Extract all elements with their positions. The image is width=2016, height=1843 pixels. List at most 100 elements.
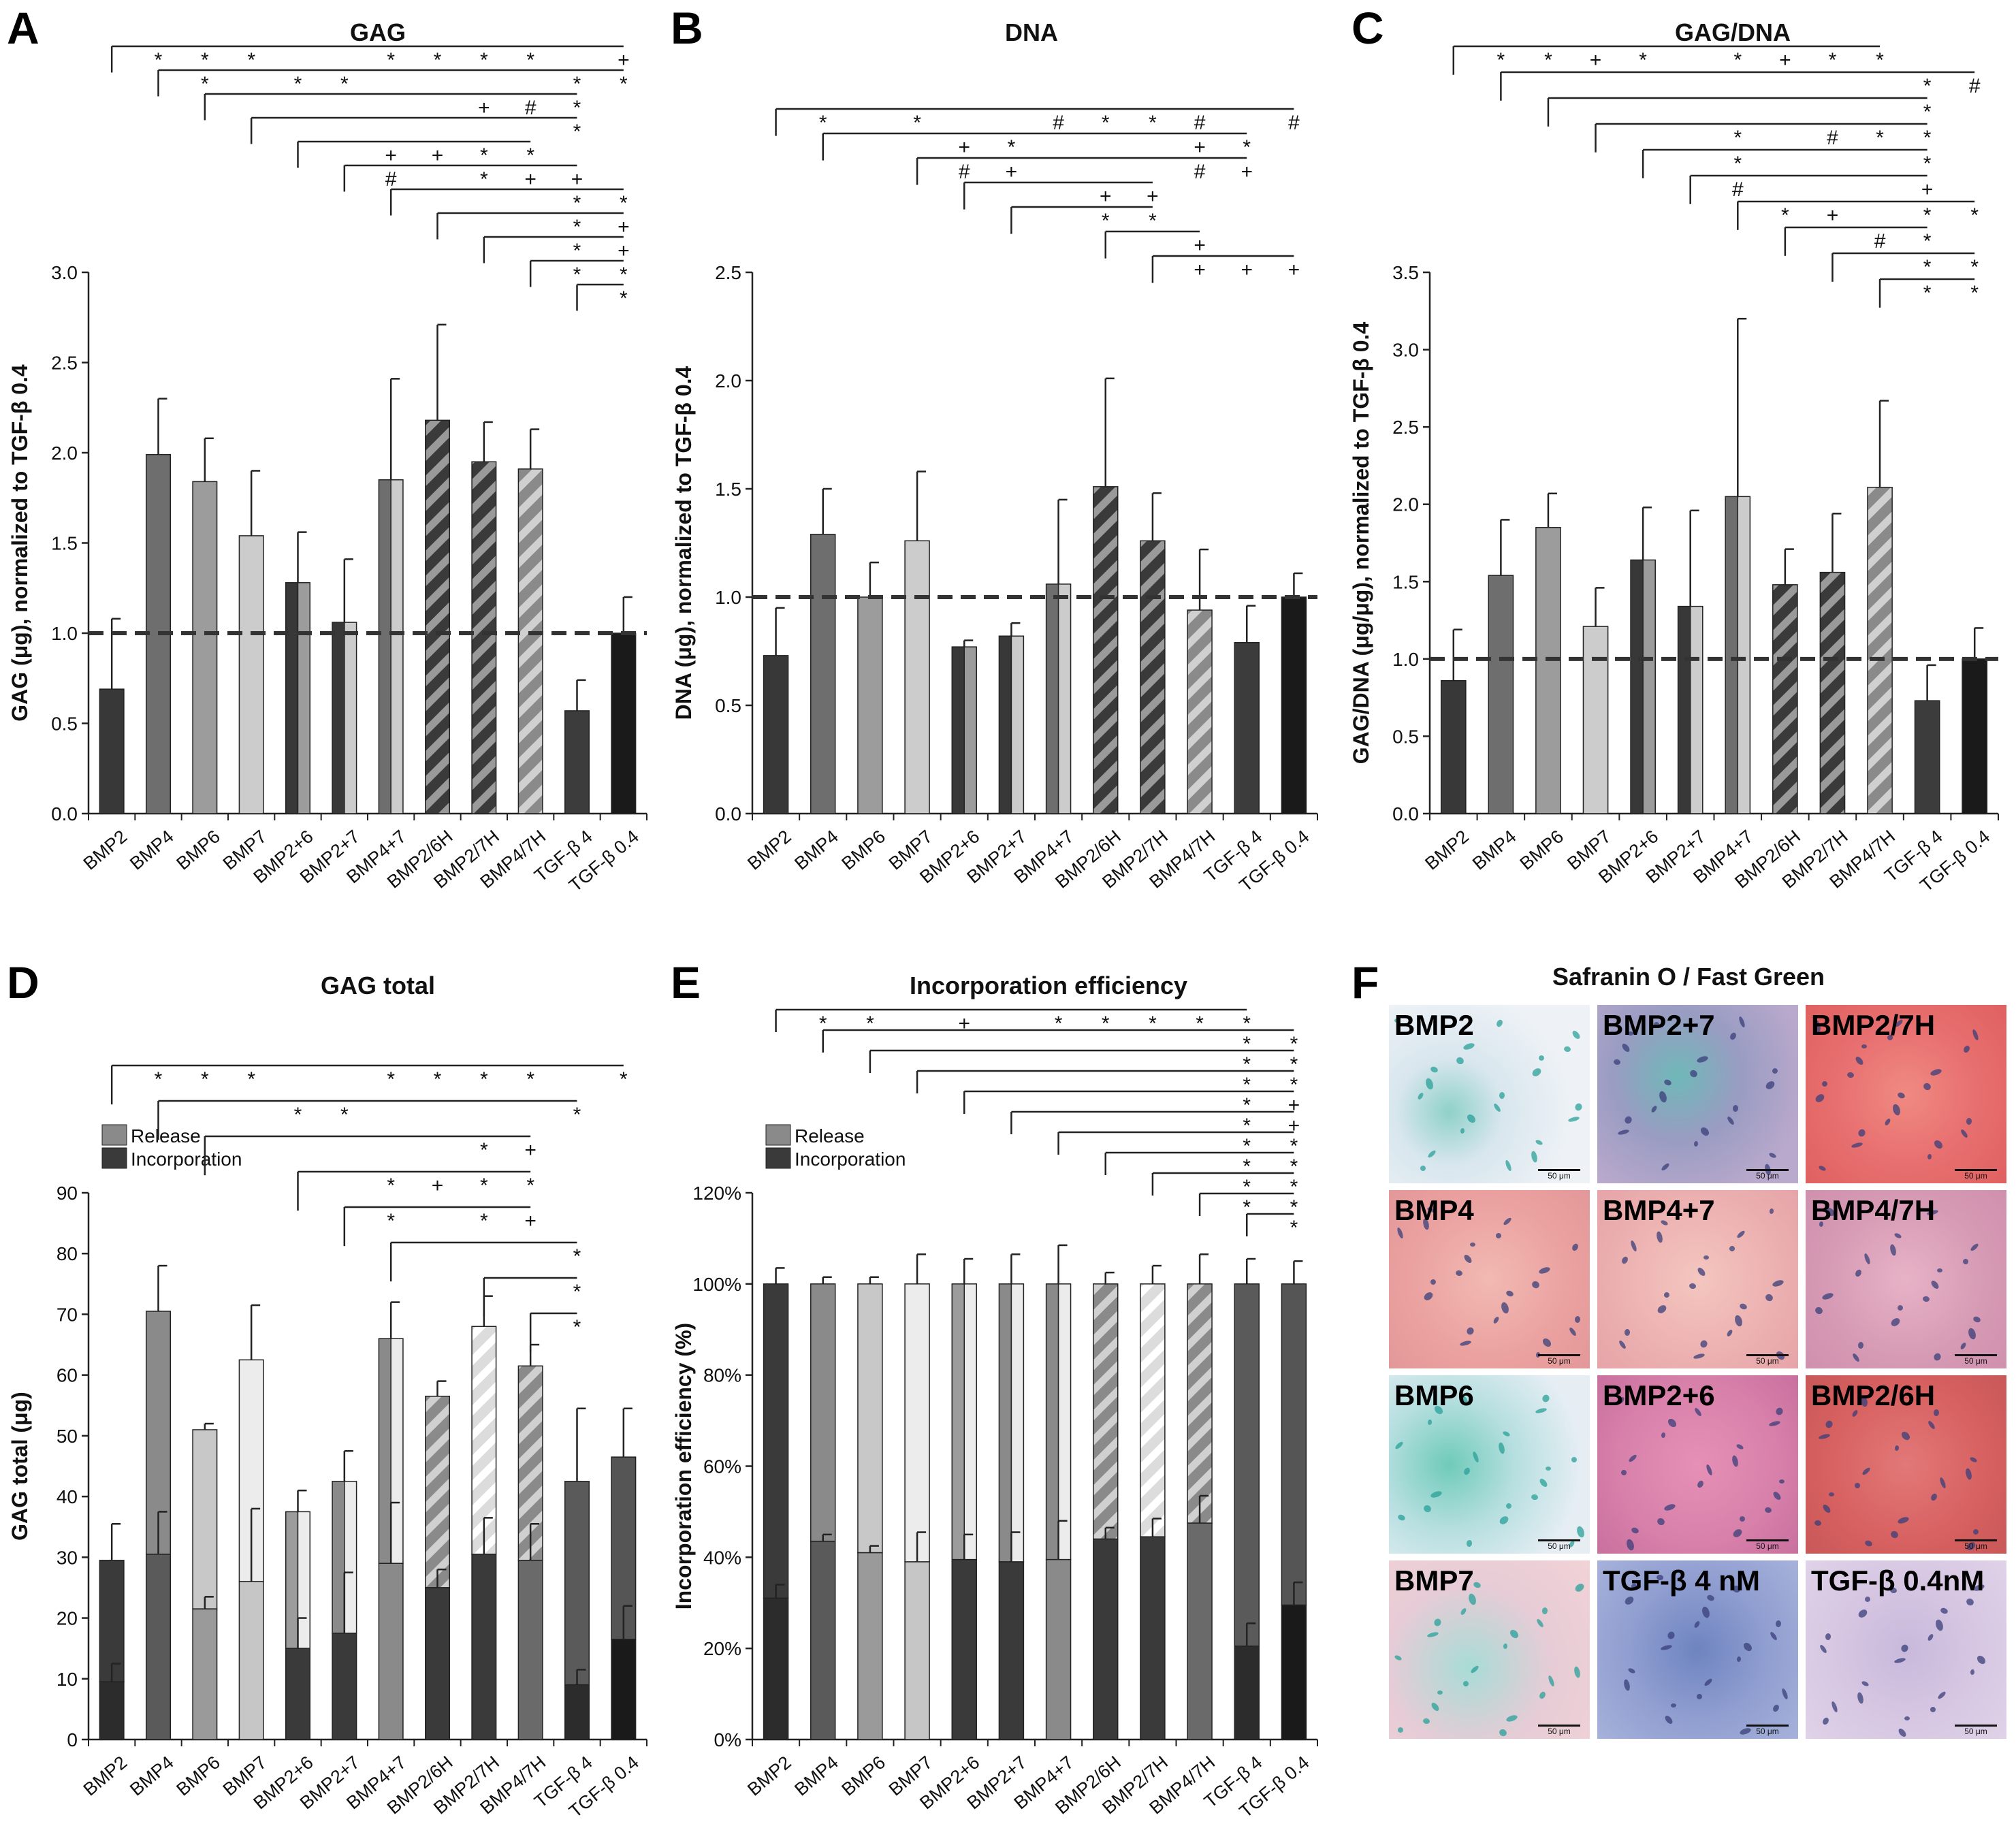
- chart-c-sig-mark: +: [1590, 49, 1602, 71]
- scale-bar-label: 50 μm: [1964, 1727, 1987, 1736]
- chart-c-sig-mark: *: [1876, 49, 1884, 71]
- chart-d-ytick-label: 10: [57, 1669, 78, 1690]
- chart-a-sig-mark: *: [620, 263, 628, 286]
- histology-tile-label: BMP2+6: [1603, 1379, 1715, 1411]
- chart-c-sig-mark: *: [1733, 153, 1742, 175]
- scale-bar-label: 50 μm: [1548, 1727, 1571, 1736]
- chart-a-sig-mark: +: [618, 49, 630, 71]
- chart-d-bar-release: [564, 1481, 590, 1686]
- chart-c-sig-mark: *: [1923, 204, 1932, 227]
- scale-bar: [1538, 1725, 1580, 1727]
- cell-nucleus: [1394, 1019, 1400, 1023]
- chart-a-sig-mark: *: [526, 144, 534, 167]
- chart-a-sig-mark: *: [294, 73, 302, 95]
- chart-b-bar: [810, 534, 836, 814]
- chart-b-sig-mark: #: [1288, 112, 1300, 134]
- panel-label-e: E: [671, 957, 701, 1008]
- chart-d-sig-mark: +: [432, 1174, 444, 1197]
- chart-d-sig-mark: *: [387, 1068, 395, 1091]
- chart-b-bar-left: [998, 635, 1012, 814]
- chart-c-bar-right: [1737, 496, 1751, 814]
- chart-c-bar: [1962, 658, 1988, 814]
- chart-e-ylabel: Incorporation efficiency (%): [671, 1323, 696, 1609]
- chart-e-legend-release: Release: [795, 1125, 865, 1147]
- chart-d-bar-release: [424, 1396, 451, 1588]
- chart-b-sig-mark: *: [1008, 136, 1016, 159]
- chart-a-sig-mark: *: [526, 49, 534, 71]
- scale-bar: [1955, 1725, 1997, 1727]
- chart-c-bar: [1914, 700, 1940, 814]
- chart-b-ytick-label: 2.0: [715, 370, 741, 391]
- chart-e-bar-release-left: [951, 1283, 965, 1560]
- chart-a-sig-mark: *: [620, 73, 628, 95]
- chart-d-bar-release-left: [285, 1511, 299, 1649]
- chart-e-sig-mark: *: [1243, 1074, 1251, 1096]
- histology-tile: BMP6 50 μm: [1389, 1375, 1590, 1554]
- scale-bar: [1538, 1539, 1580, 1541]
- chart-d-sig-mark: *: [434, 1068, 442, 1091]
- chart-b-ytick-label: 1.0: [715, 587, 741, 608]
- chart-d-sig-mark: *: [480, 1068, 488, 1091]
- chart-b-bar: [857, 596, 883, 814]
- chart-d-xlabel: BMP2: [80, 1752, 131, 1799]
- chart-d-sig-mark: *: [573, 1245, 581, 1268]
- chart-c-sig-mark: *: [1733, 49, 1742, 71]
- chart-e-bar-incorporation: [810, 1541, 836, 1740]
- chart-e-sig-mark: *: [1243, 1033, 1251, 1055]
- chart-c-sig-mark: *: [1923, 101, 1932, 123]
- chart-a-ylabel: GAG (μg), normalized to TGF-β 0.4: [7, 364, 32, 722]
- chart-e-legend-incorporation: Incorporation: [795, 1149, 906, 1170]
- chart-b-bar-right: [1010, 635, 1025, 814]
- chart-e-legend-swatch-release: [765, 1124, 791, 1146]
- chart-a-sig-mark: *: [573, 216, 581, 238]
- chart-d-xlabel: BMP6: [172, 1752, 224, 1799]
- chart-c-ylabel: GAG/DNA (μg/μg), normalized to TGF-β 0.4: [1349, 322, 1373, 765]
- chart-d-title: GAG total: [321, 972, 435, 999]
- chart-e-sig-mark: *: [1290, 1074, 1298, 1096]
- chart-a-sig-mark: *: [247, 49, 255, 71]
- chart-b-sig-mark: *: [1243, 136, 1251, 159]
- chart-d-sig-mark: *: [573, 1104, 581, 1126]
- chart-b-sig-mark: +: [1194, 234, 1206, 257]
- chart-e-ytick-label: 100%: [692, 1274, 741, 1295]
- histology-stain-image: [1597, 1560, 1798, 1739]
- chart-d-bar-incorporation: [517, 1560, 543, 1740]
- chart-c-sig-mark: *: [1970, 256, 1979, 278]
- chart-a-sig-mark: +: [478, 97, 490, 119]
- chart-d-legend-incorporation: Incorporation: [131, 1149, 242, 1170]
- chart-c-sig-mark: *: [1923, 256, 1932, 278]
- chart-c-sig-mark: *: [1923, 153, 1932, 175]
- chart-b-bar-right: [963, 646, 977, 814]
- chart-a-sig-mark: *: [573, 97, 581, 119]
- chart-e-sig-mark: *: [1290, 1176, 1298, 1198]
- scale-bar-label: 50 μm: [1964, 1541, 1987, 1551]
- scale-bar: [1955, 1539, 1997, 1541]
- chart-d-legend-swatch-release: [101, 1124, 127, 1146]
- scale-bar: [1955, 1354, 1997, 1356]
- histology-tile: BMP4 50 μm: [1389, 1190, 1590, 1368]
- chart-b-sig-mark: #: [1194, 112, 1206, 134]
- histology-stain-image: [1389, 1560, 1590, 1739]
- cell-nucleus: [1470, 1243, 1475, 1247]
- chart-c-sig-mark: *: [1733, 127, 1742, 149]
- chart-d: GAG total 0 10 20 30 40 50 60 70 80 90 GAG total (μ…: [7, 972, 647, 1822]
- chart-b-bar: [1281, 596, 1307, 814]
- chart-e-bar-release: [1281, 1283, 1307, 1606]
- chart-a-bar-right: [344, 622, 357, 814]
- histology-tile-label: BMP2/7H: [1811, 1009, 1936, 1041]
- chart-c-ytick-label: 2.0: [1392, 494, 1419, 515]
- chart-b-ytick-label: 0.0: [715, 803, 741, 824]
- chart-b-bar: [904, 540, 930, 814]
- scale-bar: [1538, 1169, 1580, 1171]
- chart-e-bar-release-left: [1045, 1283, 1059, 1560]
- chart-e-sig-mark: +: [1288, 1094, 1300, 1117]
- chart-a-sig-mark: #: [525, 97, 537, 119]
- cell-nucleus: [1546, 1467, 1551, 1471]
- histology-stain-image: [1597, 1375, 1798, 1554]
- scale-bar: [1746, 1354, 1789, 1356]
- chart-c-bar-left: [1677, 605, 1691, 814]
- histology-tile: BMP2+7 50 μm: [1597, 1005, 1798, 1183]
- chart-e-bar-incorporation: [1093, 1538, 1119, 1740]
- chart-e-xlabel: BMP6: [838, 1752, 890, 1799]
